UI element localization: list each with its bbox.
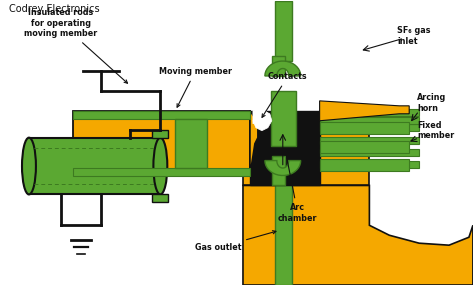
Polygon shape: [272, 156, 285, 186]
Polygon shape: [319, 101, 409, 121]
Text: SF₆ gas
inlet: SF₆ gas inlet: [397, 26, 431, 46]
Polygon shape: [250, 111, 258, 176]
Text: Arcing
horn: Arcing horn: [417, 93, 447, 113]
Bar: [73, 111, 250, 119]
Text: Codrey Electronics: Codrey Electronics: [9, 4, 100, 14]
Bar: [152, 194, 168, 202]
Polygon shape: [253, 111, 272, 131]
Polygon shape: [319, 137, 419, 144]
Polygon shape: [253, 108, 268, 124]
Bar: [175, 119, 207, 168]
Text: Moving member: Moving member: [159, 67, 232, 107]
Polygon shape: [243, 186, 473, 285]
Bar: [73, 168, 250, 176]
Text: Fixed
member: Fixed member: [417, 121, 455, 141]
Ellipse shape: [154, 138, 167, 194]
Text: Arc
chamber: Arc chamber: [278, 152, 318, 223]
Ellipse shape: [22, 138, 36, 194]
Polygon shape: [404, 0, 474, 42]
Polygon shape: [319, 149, 419, 156]
Text: Insulated rods
for operating
moving member: Insulated rods for operating moving memb…: [24, 8, 128, 83]
Polygon shape: [319, 160, 419, 168]
Polygon shape: [319, 124, 419, 131]
Polygon shape: [265, 160, 301, 176]
Polygon shape: [271, 91, 296, 146]
Polygon shape: [319, 117, 419, 124]
Polygon shape: [275, 1, 292, 61]
Polygon shape: [319, 141, 409, 152]
Polygon shape: [272, 56, 285, 76]
Text: Gas outlet: Gas outlet: [195, 231, 276, 252]
Bar: [152, 130, 168, 138]
Polygon shape: [319, 158, 409, 170]
Bar: [73, 111, 250, 176]
Bar: [29, 138, 160, 194]
Polygon shape: [265, 61, 301, 76]
Polygon shape: [243, 116, 369, 186]
Bar: [250, 111, 319, 186]
Polygon shape: [319, 122, 409, 134]
Text: Contacts: Contacts: [262, 72, 308, 117]
Polygon shape: [319, 109, 419, 116]
Polygon shape: [275, 186, 292, 285]
